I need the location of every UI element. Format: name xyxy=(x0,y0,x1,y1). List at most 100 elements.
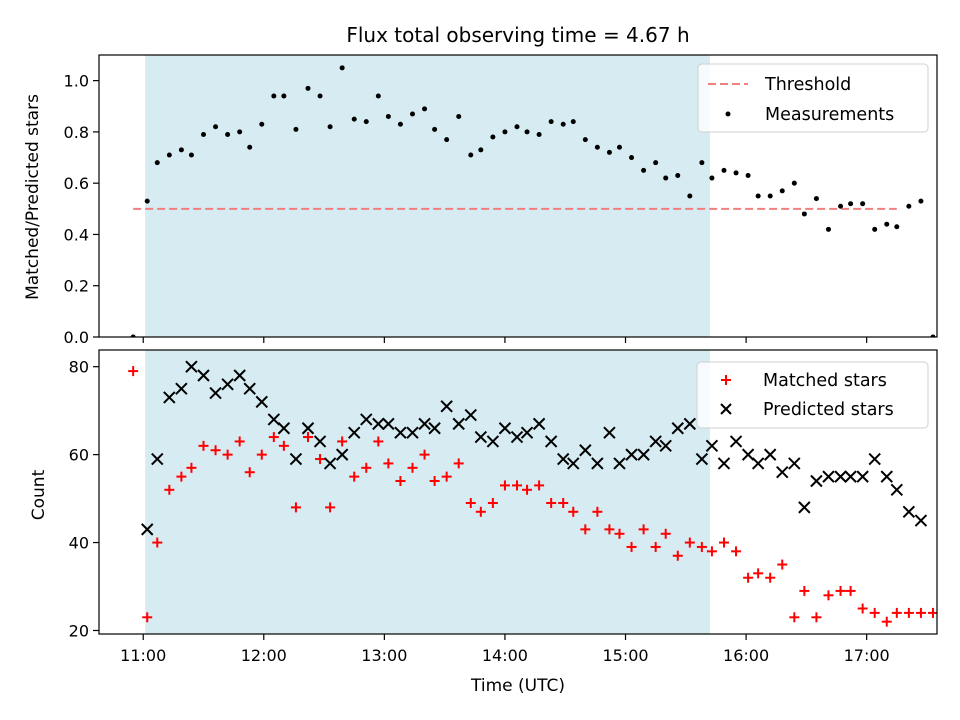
measurements-point xyxy=(755,193,761,199)
predicted-stars-point xyxy=(695,452,709,466)
predicted-stars-point xyxy=(464,408,477,422)
measurements-point xyxy=(813,196,819,202)
matched-stars-point xyxy=(186,462,197,473)
bottom-y-axis-label: Count xyxy=(29,469,49,520)
matched-stars-point xyxy=(604,524,615,535)
matched-stars-point xyxy=(383,458,394,469)
predicted-stars-point xyxy=(613,457,626,470)
matched-stars-point xyxy=(419,449,430,460)
predicted-stars-point xyxy=(301,422,315,435)
predicted-stars-point xyxy=(902,505,916,518)
predicted-stars-point xyxy=(637,448,650,461)
bottom-plot-area: 20 40 60 80 11:00 12:00 13:00 14:00 15:00 16:00 17… xyxy=(69,349,948,665)
predicted-stars-point xyxy=(659,439,672,453)
measurements-point xyxy=(397,121,403,127)
measurements-point xyxy=(653,160,659,166)
measurements-point xyxy=(468,152,474,158)
bottom-axes-frame xyxy=(98,349,938,635)
legend-matched-swatch xyxy=(721,375,731,385)
matched-stars-point xyxy=(128,366,139,377)
measurements-point xyxy=(432,126,438,132)
measurements-point xyxy=(884,221,890,227)
predicted-stars-point xyxy=(579,444,592,457)
bottom-marks xyxy=(128,360,948,627)
matched-stars-point xyxy=(407,462,418,473)
x-tick-label: 12:00 xyxy=(241,646,287,665)
top-legend: Threshold Measurements xyxy=(697,63,929,133)
top-plot-area: 0.0 0.2 0.4 0.6 0.8 1.0 xyxy=(64,54,958,347)
predicted-stars-point xyxy=(474,430,488,444)
matched-stars-point xyxy=(395,476,406,487)
bottom-y-tick-label: 40 xyxy=(69,534,89,553)
measurements-point xyxy=(641,167,647,173)
measurements-point xyxy=(663,175,669,181)
measurements-point xyxy=(594,144,600,150)
bottom-legend-box xyxy=(696,361,929,429)
predicted-stars-point xyxy=(289,452,303,466)
predicted-stars-point xyxy=(498,422,512,435)
matched-stars-point xyxy=(453,458,464,469)
matched-stars-point xyxy=(337,436,348,447)
predicted-stars-point xyxy=(683,417,697,431)
measurements-point xyxy=(259,121,265,127)
matched-stars-point xyxy=(835,585,846,596)
measurements-point xyxy=(848,201,854,207)
predicted-stars-point xyxy=(418,417,431,431)
top-legend-box xyxy=(697,63,929,133)
matched-stars-point xyxy=(789,612,800,623)
predicted-stars-point xyxy=(510,430,524,444)
predicted-stars-point xyxy=(394,426,407,439)
predicted-stars-point xyxy=(175,382,188,395)
measurements-point xyxy=(281,93,287,99)
legend-measurements-swatch xyxy=(725,111,731,117)
predicted-stars-point xyxy=(486,435,500,448)
measurements-point xyxy=(616,144,622,150)
matched-stars-point xyxy=(743,572,754,583)
measurements-point xyxy=(225,131,231,137)
predicted-stars-point xyxy=(834,470,847,483)
matched-stars-point xyxy=(938,608,948,618)
matched-stars-point xyxy=(753,568,764,579)
matched-stars-point xyxy=(706,546,717,557)
matched-stars-point xyxy=(268,432,279,443)
measurements-point xyxy=(894,224,900,230)
matched-stars-point xyxy=(487,497,498,508)
predicted-stars-point xyxy=(520,426,534,439)
predicted-stars-point xyxy=(567,457,580,470)
matched-stars-point xyxy=(845,585,856,596)
x-tick-label: 17:00 xyxy=(844,646,890,665)
matched-stars-point xyxy=(903,607,914,618)
matched-stars-point xyxy=(465,497,476,508)
top-y-tick-label: 0.4 xyxy=(64,225,89,244)
measurements-point xyxy=(271,93,277,99)
measurements-point xyxy=(144,198,150,204)
predicted-stars-point xyxy=(255,395,268,409)
predicted-stars-point xyxy=(844,470,857,483)
measurements-point xyxy=(178,147,184,153)
predicted-stars-point xyxy=(603,426,616,439)
measurements-point xyxy=(745,172,751,178)
legend-threshold-label: Threshold xyxy=(764,75,851,95)
predicted-stars-point xyxy=(868,452,881,466)
measurements-point xyxy=(721,167,727,173)
measurements-point xyxy=(953,335,958,340)
top-marks xyxy=(130,65,958,340)
matched-stars-point xyxy=(441,471,452,482)
measurements-point xyxy=(675,172,681,178)
measurements-point xyxy=(825,226,831,232)
measurements-point xyxy=(838,203,844,209)
predicted-stars-point xyxy=(335,448,349,461)
measurements-point xyxy=(570,119,576,125)
matched-stars-point xyxy=(546,497,557,508)
predicted-stars-point xyxy=(452,417,465,431)
predicted-stars-point xyxy=(360,413,373,426)
predicted-stars-point xyxy=(209,386,222,400)
measurements-point xyxy=(801,211,807,217)
predicted-stars-point xyxy=(406,426,419,439)
matched-stars-point xyxy=(731,546,742,557)
measurements-point xyxy=(687,193,693,199)
matched-stars-point xyxy=(650,541,661,552)
matched-stars-point xyxy=(361,462,372,473)
predicted-stars-point xyxy=(890,483,904,497)
predicted-stars-point xyxy=(348,426,361,439)
